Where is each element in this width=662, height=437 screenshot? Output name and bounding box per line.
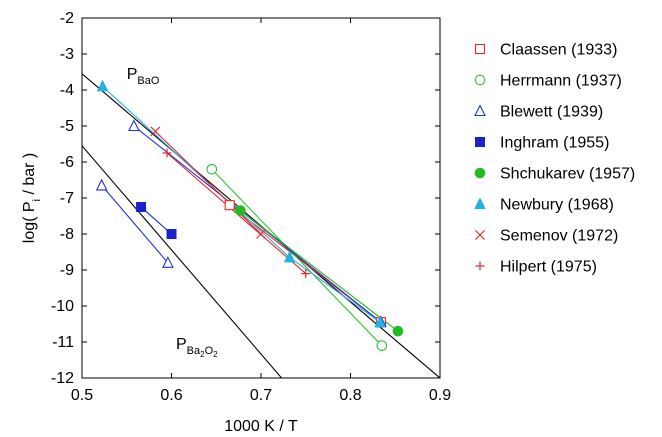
data-point — [376, 340, 388, 351]
legend-item: Herrmann (1937) — [474, 73, 622, 90]
data-point — [95, 178, 108, 191]
legend-label: Blewett (1939) — [500, 104, 603, 121]
series-line — [240, 210, 399, 332]
legend-marker — [475, 230, 485, 240]
y-axis: -2 -3 -4 -5 -6 -7 -8 -9 -10 -11 -12 — [51, 10, 440, 387]
data-point — [162, 148, 172, 158]
series-line — [211, 168, 383, 346]
legend-marker — [474, 197, 486, 209]
legend-item: Hilpert (1975) — [475, 259, 597, 276]
series-line — [155, 131, 262, 235]
y-axis-title: log( Pi / bar ) — [21, 153, 43, 243]
annotation-subscript: O — [205, 345, 214, 357]
series-line — [101, 185, 169, 264]
legend-marker — [475, 137, 485, 147]
y-axis-title-part2: / bar ) — [21, 153, 38, 199]
data-point — [166, 229, 177, 239]
y-tick-label: -7 — [60, 190, 74, 207]
x-tick-label: 0.7 — [250, 387, 272, 404]
y-axis-title-subscript: i — [31, 199, 43, 201]
legend-item: Inghram (1955) — [475, 135, 609, 152]
x-tick-label: 0.5 — [71, 387, 93, 404]
x-axis: 0.5 0.6 0.7 0.8 0.9 — [71, 18, 451, 404]
annotation-subscript: 2 — [200, 350, 205, 359]
data-point — [162, 256, 174, 268]
legend-marker — [475, 261, 485, 271]
data-point — [235, 205, 246, 216]
y-tick-label: -2 — [60, 10, 74, 27]
data-point — [206, 163, 218, 175]
y-tick-label: -3 — [60, 46, 74, 63]
legend-item: Blewett (1939) — [474, 104, 603, 121]
y-axis-title-part1: log( P — [21, 201, 38, 243]
series-line — [140, 206, 172, 235]
reference-line — [82, 145, 283, 378]
legend-item: Semenov (1972) — [475, 228, 618, 245]
legend-item: Shchukarev (1957) — [474, 166, 635, 183]
legend-label: Newbury (1968) — [500, 197, 614, 214]
legend: Claassen (1933) Herrmann (1937) Blewett (1… — [474, 42, 635, 276]
x-axis-title: 1000 K / T — [224, 418, 298, 435]
legend-label: Herrmann (1937) — [500, 73, 622, 90]
legend-label: Claassen (1933) — [500, 42, 617, 59]
series-markers — [95, 79, 404, 351]
y-tick-label: -5 — [60, 118, 74, 135]
y-tick-label: -8 — [60, 226, 74, 243]
y-tick-label: -6 — [60, 154, 74, 171]
data-point — [374, 315, 386, 328]
legend-item: Claassen (1933) — [474, 42, 617, 59]
legend-label: Inghram (1955) — [500, 135, 609, 152]
x-tick-label: 0.6 — [160, 387, 182, 404]
legend-marker — [474, 74, 486, 86]
annotation-label: PBa2O2 — [176, 336, 218, 359]
legend-label: Shchukarev (1957) — [500, 166, 635, 183]
data-point — [128, 119, 140, 132]
legend-label: Hilpert (1975) — [500, 259, 597, 276]
data-point — [96, 79, 109, 92]
y-tick-label: -12 — [51, 370, 74, 387]
x-tick-label: 0.8 — [339, 387, 361, 404]
annotation-subscript: 2 — [213, 350, 218, 359]
data-point — [150, 126, 161, 137]
legend-marker — [474, 43, 486, 55]
y-tick-label: -11 — [52, 334, 74, 351]
data-point — [392, 325, 404, 337]
annotation-subscript: Ba — [187, 345, 201, 357]
data-point — [136, 202, 147, 212]
legend-item: Newbury (1968) — [474, 197, 614, 214]
data-point — [256, 229, 266, 239]
annotation-subscript: BaO — [137, 75, 159, 87]
annotation-label: PBaO — [127, 66, 160, 87]
legend-marker — [474, 104, 486, 117]
y-tick-label: -10 — [51, 298, 74, 315]
data-point — [224, 200, 235, 211]
y-tick-label: -4 — [60, 82, 74, 99]
x-tick-label: 0.9 — [429, 387, 451, 404]
legend-marker — [474, 167, 486, 179]
legend-label: Semenov (1972) — [500, 228, 618, 245]
annotation-main: P — [176, 336, 187, 353]
annotation-main: P — [127, 66, 138, 83]
y-tick-label: -9 — [60, 262, 74, 279]
data-point — [283, 250, 296, 263]
data-point — [301, 269, 311, 279]
